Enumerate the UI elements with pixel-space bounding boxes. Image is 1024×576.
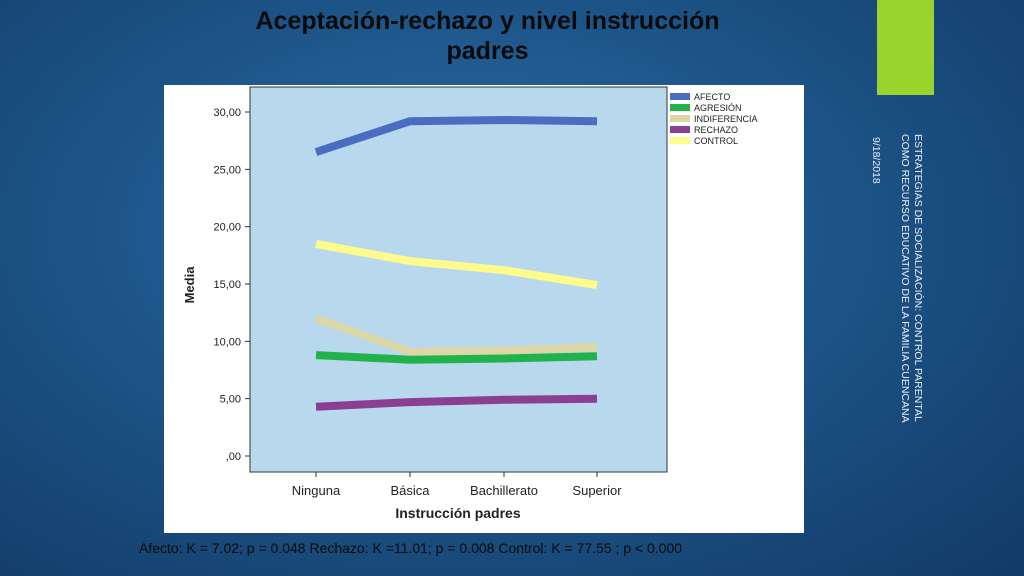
legend-label: RECHAZO [694,125,738,135]
x-axis-title: Instrucción padres [395,505,520,521]
series-line-control [315,239,598,290]
plot-area [249,86,668,473]
slide-title: Aceptación-rechazo y nivel instrucción p… [230,6,745,66]
slide-caption-line2: COMO RECURSO EDUCATIVO DE LA FAMILIA CUE… [899,134,911,423]
y-tick-label: 30,00 [213,107,241,119]
y-tick-label: 5,00 [220,394,241,406]
legend-swatch [670,137,690,144]
legend-label: CONTROL [694,136,738,146]
slide-date: 9/18/2018 [870,137,882,184]
accent-bar [877,0,934,95]
legend-swatch [670,115,690,122]
y-axis-title: Media [182,266,197,304]
line-chart: ,00 5,00 10,00 15,00 20,00 25,00 30,00 Ninguna B… [182,86,758,521]
series-line-afecto [314,116,598,156]
y-tick-label: 15,00 [213,279,241,291]
x-tick-label: Básica [390,483,430,498]
legend-label: AGRESIÓN [694,103,742,113]
slide-caption: ESTRATEGIAS DE SOCIALIZACIÓN: CONTROL PA… [898,134,924,423]
x-tick-label: Bachillerato [470,483,538,498]
y-tick-label: ,00 [226,451,241,463]
y-tick-label: 25,00 [213,164,241,176]
legend-swatch [670,126,690,133]
x-tick-label: Superior [572,483,622,498]
legend-swatch [670,93,690,100]
chart-panel: ,00 5,00 10,00 15,00 20,00 25,00 30,00 Ninguna B… [164,85,804,533]
series-line-indiferencia [314,314,598,356]
footer-statistics: Afecto: K = 7.02; p = 0.048 Rechazo: K =… [139,540,683,556]
y-tick-label: 10,00 [213,336,241,348]
x-tick-label: Ninguna [292,483,341,498]
legend-label: INDIFERENCIA [694,114,758,124]
legend-label: AFECTO [694,92,730,102]
legend-swatch [670,104,690,111]
slide-caption-line1: ESTRATEGIAS DE SOCIALIZACIÓN: CONTROL PA… [912,134,924,422]
y-tick-label: 20,00 [213,222,241,234]
slide-title-line2: padres [446,37,529,65]
slide-title-line1: Aceptación-rechazo y nivel instrucción [255,7,720,35]
series-line-agresión [315,351,598,364]
series-line-rechazo [315,394,598,411]
